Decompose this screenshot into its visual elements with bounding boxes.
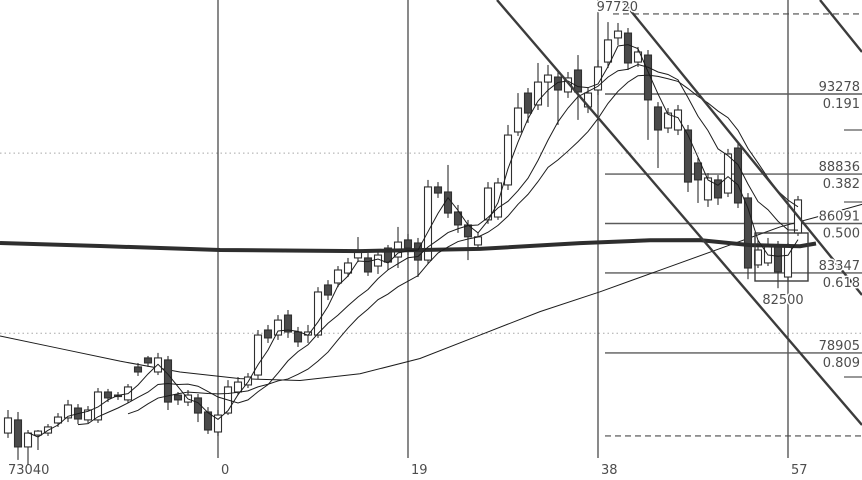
candle-bearish (433, 186, 443, 194)
candle-bullish (513, 107, 523, 133)
channel-trendline[interactable] (496, 0, 862, 426)
consolidation-rectangle-annotation[interactable] (754, 232, 809, 282)
fib-price-label: 86091 (819, 209, 860, 224)
x-axis-tick-label: 38 (601, 463, 618, 478)
candle-bearish (103, 391, 113, 399)
candle-bearish (383, 247, 393, 263)
candle-bullish (83, 409, 93, 421)
candle-bearish (683, 129, 693, 183)
candle-bearish (283, 314, 293, 333)
candle-bearish (173, 394, 183, 401)
candle-bullish (703, 177, 713, 201)
moving-average-line-sma13 (127, 74, 799, 415)
candle-bullish (313, 291, 323, 336)
candle-bullish (613, 30, 623, 39)
candle-bearish (773, 244, 783, 273)
price-tag-label: 82500 (762, 293, 803, 308)
candle-bullish (3, 417, 13, 434)
fib-price-label: 83347 (819, 259, 860, 274)
candle-bearish (743, 197, 753, 269)
candle-bullish (343, 262, 353, 274)
moving-average-line-sma3 (27, 44, 799, 438)
candle-bullish (493, 182, 503, 218)
x-axis-tick-label: 0 (221, 463, 229, 478)
candle-bearish (643, 54, 653, 101)
candle-bullish (53, 416, 63, 424)
candle-bullish (23, 432, 33, 448)
fib-ratio-label: 0.382 (823, 177, 860, 192)
candle-bullish (473, 236, 483, 246)
moving-average-line-sma8 (77, 63, 799, 426)
candle-bearish (443, 191, 453, 214)
fib-ratio-label: 0.618 (823, 276, 860, 291)
candle-bearish (553, 76, 563, 91)
fib-price-label: 93278 (819, 80, 860, 95)
candle-bearish (573, 69, 583, 93)
channel-trendline[interactable] (621, 0, 862, 296)
candle-bearish (403, 239, 413, 249)
candle-bullish (533, 81, 543, 106)
candle-bearish (133, 366, 143, 373)
candle-bullish (423, 186, 433, 261)
candle-bearish (293, 331, 303, 343)
x-axis-tick-label: 57 (791, 463, 808, 478)
candle-bearish (163, 359, 173, 403)
x-axis-low-price-label: 73040 (8, 463, 49, 478)
fib-price-label: 78905 (819, 339, 860, 354)
candle-bullish (253, 334, 263, 376)
candle-bearish (653, 106, 663, 131)
channel-trendline[interactable] (819, 0, 862, 53)
candle-bullish (543, 74, 553, 83)
x-axis-tick-label: 19 (411, 463, 428, 478)
candle-bullish (723, 153, 733, 194)
fib-ratio-label: 0.809 (823, 356, 860, 371)
candle-bullish (333, 269, 343, 284)
thick-moving-average-line (0, 238, 817, 254)
fib-ratio-label: 0.191 (823, 97, 860, 112)
candle-bearish (143, 357, 153, 364)
candle-bullish (273, 319, 283, 336)
candle-bullish (233, 381, 243, 393)
candle-bearish (623, 32, 633, 64)
candle-bullish (603, 39, 613, 63)
candle-bullish (673, 109, 683, 131)
candle-bearish (203, 411, 213, 431)
fib-swing-high-label: 97720 (597, 0, 638, 15)
candle-bearish (263, 329, 273, 339)
candle-bearish (523, 92, 533, 114)
fib-price-label: 88836 (819, 160, 860, 175)
candle-bullish (63, 404, 73, 419)
candle-bullish (93, 391, 103, 421)
candle-bearish (453, 211, 463, 226)
candle-bullish (663, 112, 673, 129)
candle-bullish (373, 254, 383, 267)
candle-bearish (363, 257, 373, 273)
candle-bearish (13, 419, 23, 448)
candle-bearish (713, 179, 723, 199)
candle-bearish (323, 284, 333, 296)
candle-bearish (733, 147, 743, 204)
candle-bullish (243, 376, 253, 386)
candle-bullish (33, 430, 43, 436)
candle-bullish (213, 414, 223, 433)
candle-bearish (693, 162, 703, 181)
fib-ratio-label: 0.500 (823, 226, 860, 241)
